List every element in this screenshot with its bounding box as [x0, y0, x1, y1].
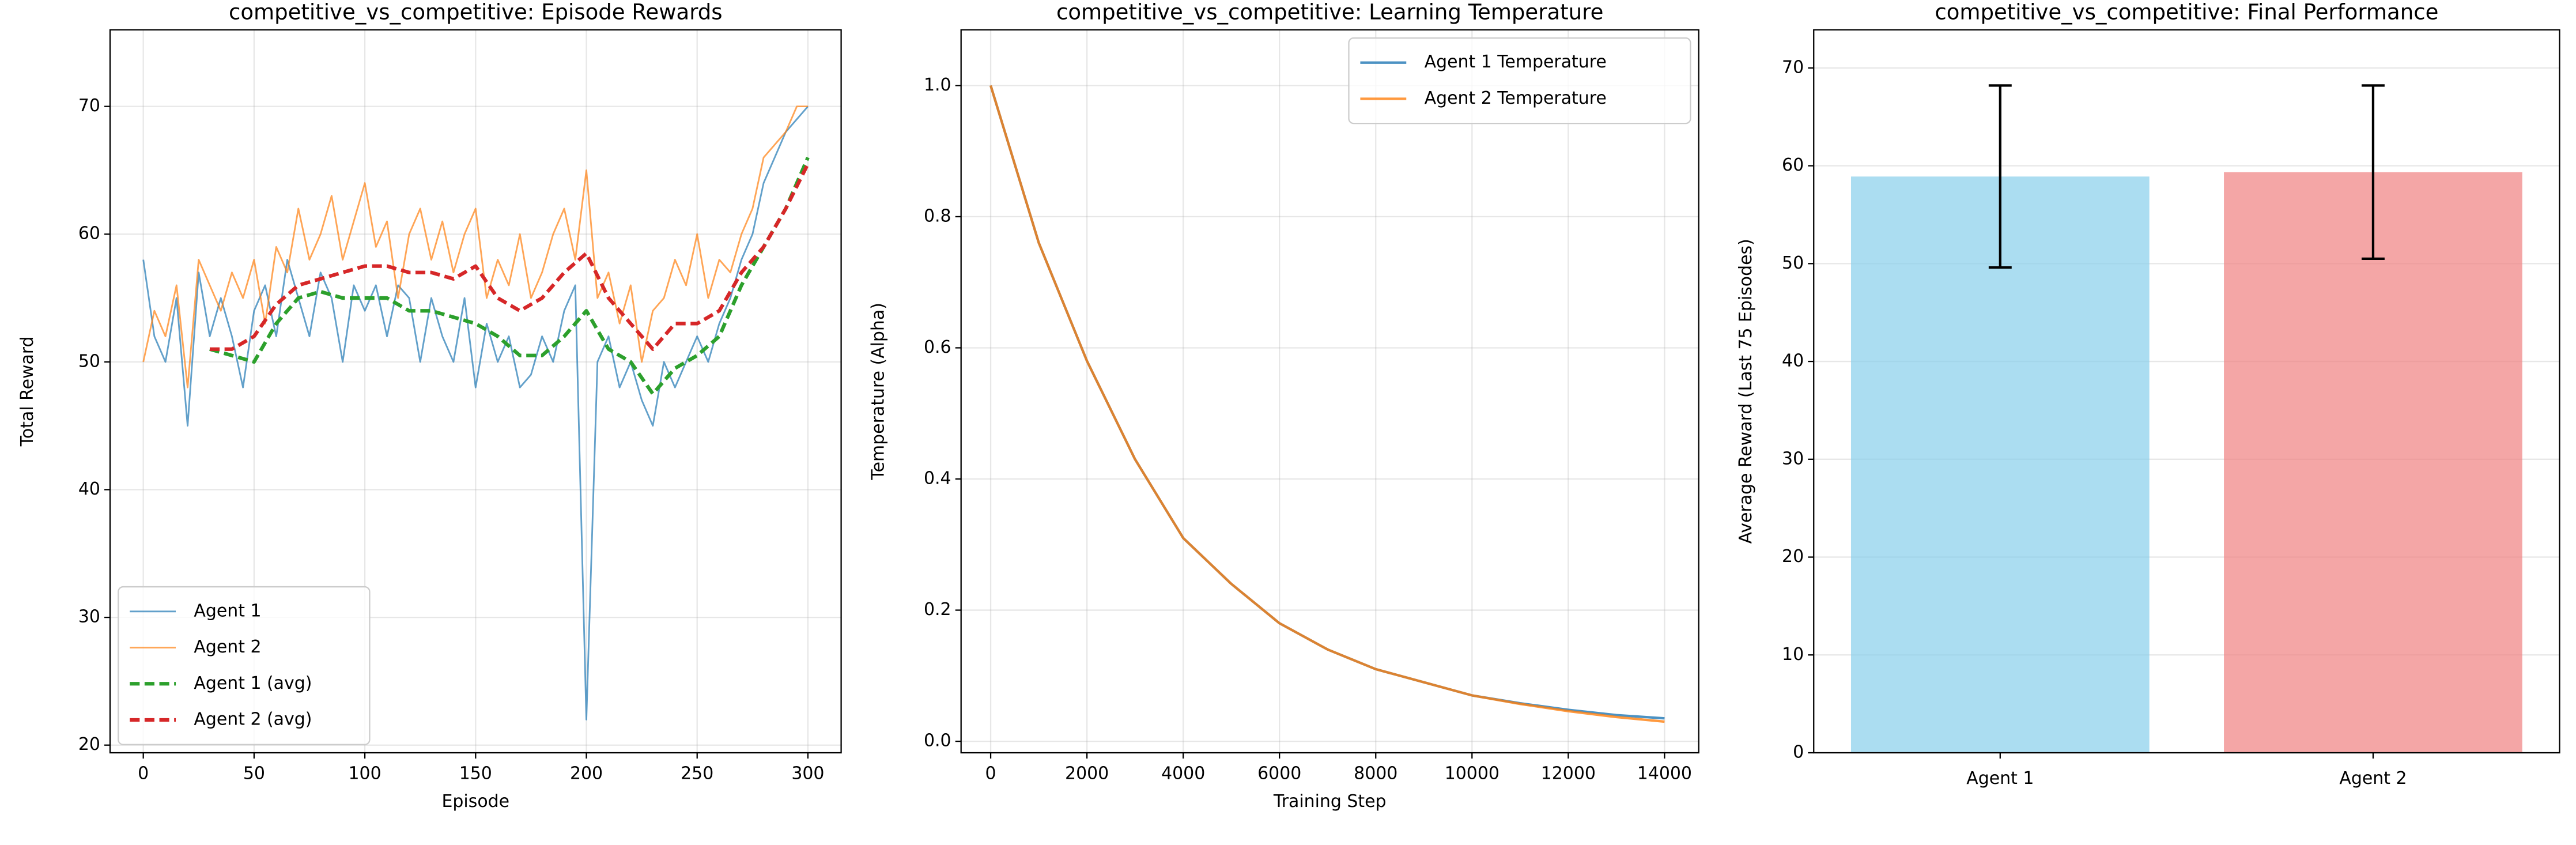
y-axis-label: Total Reward [17, 336, 37, 447]
chart-title: competitive_vs_competitive: Learning Tem… [1056, 0, 1603, 25]
axes-frame [1813, 29, 2560, 754]
y-tick-label: 0.0 [924, 731, 951, 751]
y-tick-label: 0.6 [924, 337, 951, 357]
x-tick-label: 200 [570, 764, 603, 784]
y-axis-label: Average Reward (Last 75 Episodes) [1736, 239, 1756, 544]
x-tick-label: Agent 2 [2339, 768, 2407, 789]
bar [2224, 172, 2522, 753]
x-tick-label: 300 [791, 764, 824, 784]
legend-box [118, 586, 371, 745]
axes-frame [109, 29, 842, 754]
x-tick-label: 0 [985, 764, 996, 784]
y-tick-label: 50 [78, 351, 100, 371]
x-tick-label: 2000 [1065, 764, 1109, 784]
y-tick-label: 0.8 [924, 206, 951, 226]
y-tick-label: 0 [1793, 742, 1804, 763]
bar [1850, 176, 2150, 753]
series-line [989, 85, 1665, 723]
y-tick-label: 70 [1782, 57, 1804, 77]
y-tick-label: 0.2 [924, 599, 951, 620]
y-tick-label: 20 [1782, 546, 1804, 567]
x-axis-label: Episode [442, 791, 510, 812]
y-tick-label: 30 [78, 607, 100, 627]
x-tick-label: 14000 [1637, 764, 1692, 784]
legend-box [1348, 37, 1691, 125]
x-tick-label: 100 [349, 764, 382, 784]
series-line [142, 105, 809, 720]
y-tick-label: 60 [78, 224, 100, 244]
x-axis-label: Training Step [1273, 791, 1387, 812]
y-tick-label: 30 [1782, 448, 1804, 469]
chart-title: competitive_vs_competitive: Episode Rewa… [229, 0, 723, 25]
x-tick-label: 50 [243, 764, 265, 784]
legend-label: Agent 1 Temperature [1425, 52, 1607, 72]
legend-label: Agent 1 [194, 601, 261, 621]
x-tick-label: 150 [459, 764, 492, 784]
legend-label: Agent 2 [194, 637, 261, 657]
x-tick-label: 8000 [1354, 764, 1397, 784]
y-tick-label: 1.0 [924, 75, 951, 95]
y-tick-label: 60 [1782, 155, 1804, 175]
x-tick-label: 10000 [1445, 764, 1499, 784]
series-line [142, 105, 808, 388]
x-tick-label: 12000 [1541, 764, 1596, 784]
series-line [989, 85, 1665, 720]
series-line [209, 157, 810, 396]
y-tick-label: 40 [78, 479, 100, 499]
series-line [209, 163, 810, 351]
legend-label: Agent 1 (avg) [194, 673, 312, 693]
legend-label: Agent 2 (avg) [194, 709, 312, 729]
y-tick-label: 20 [78, 734, 100, 755]
y-tick-label: 40 [1782, 351, 1804, 371]
legend-label: Agent 2 Temperature [1425, 88, 1607, 108]
x-tick-label: 250 [681, 764, 713, 784]
y-tick-label: 50 [1782, 253, 1804, 273]
y-tick-label: 0.4 [924, 469, 951, 489]
y-tick-label: 10 [1782, 644, 1804, 665]
x-tick-label: 0 [138, 764, 149, 784]
y-tick-label: 70 [78, 96, 100, 116]
x-tick-label: 4000 [1161, 764, 1205, 784]
x-tick-label: 6000 [1257, 764, 1301, 784]
chart-title: competitive_vs_competitive: Final Perfor… [1935, 0, 2438, 25]
axes-frame [960, 29, 1699, 754]
x-tick-label: Agent 1 [1966, 768, 2034, 789]
y-axis-label: Temperature (Alpha) [868, 303, 889, 480]
